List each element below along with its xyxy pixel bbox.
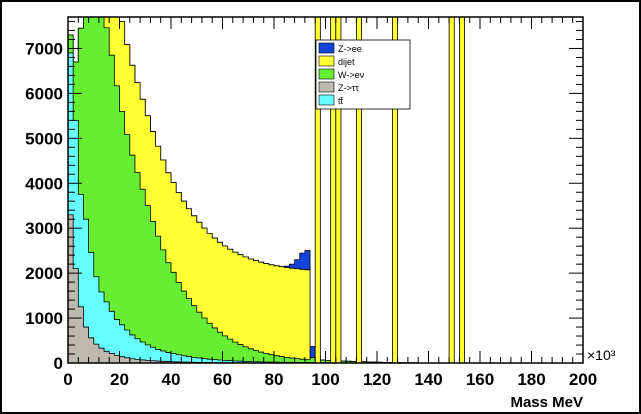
x-tick-label: 80 <box>265 370 284 389</box>
y-tick-label: 6000 <box>25 84 63 103</box>
legend-swatch <box>318 81 335 93</box>
y-tick-label: 0 <box>54 354 63 373</box>
x-tick-label: 20 <box>110 370 129 389</box>
dijet-spike-bar <box>458 16 465 364</box>
x-tick-label: 60 <box>213 370 232 389</box>
plot-area <box>67 16 480 364</box>
legend-swatch <box>318 42 335 54</box>
dijet-spike-bar <box>448 16 455 364</box>
x-tick-label: 120 <box>363 370 391 389</box>
y-tick-label: 7000 <box>25 39 63 58</box>
legend-label: Z->ee <box>338 44 362 54</box>
y-tick-label: 2000 <box>25 264 63 283</box>
x-tick-label: 0 <box>63 370 72 389</box>
y-tick-label: 4000 <box>25 174 63 193</box>
y-tick-label: 3000 <box>25 219 63 238</box>
x-axis: 0 20 40 60 80 100 120 140 160 180 200 <box>63 17 597 389</box>
x-tick-label: 140 <box>414 370 442 389</box>
x-tick-label: 200 <box>569 370 597 389</box>
legend-swatch <box>318 94 335 106</box>
x-axis-multiplier: ×10³ <box>587 347 616 363</box>
y-tick-label: 5000 <box>25 129 63 148</box>
x-axis-title: Mass MeV <box>510 394 583 411</box>
x-tick-label: 40 <box>162 370 181 389</box>
y-axis: 0 1000 2000 3000 4000 5000 6000 7000 <box>25 20 583 373</box>
legend: Z->ee dijet W->eν Z->ττ tt̄ <box>315 39 411 110</box>
legend-swatch <box>318 68 335 80</box>
x-tick-label: 100 <box>311 370 339 389</box>
legend-swatch <box>318 55 335 67</box>
legend-label: W->eν <box>338 70 365 80</box>
legend-label: dijet <box>338 57 355 67</box>
x-tick-label: 160 <box>466 370 494 389</box>
x-tick-label: 180 <box>517 370 545 389</box>
legend-label: Z->ττ <box>338 83 359 93</box>
legend-label: tt̄ <box>338 96 344 106</box>
y-tick-label: 1000 <box>25 309 63 328</box>
